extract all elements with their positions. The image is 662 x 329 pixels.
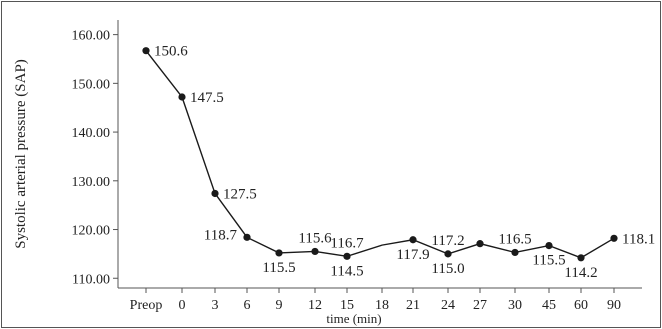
data-point-marker bbox=[511, 248, 519, 257]
data-point-marker bbox=[142, 47, 150, 55]
data-label: 117.2 bbox=[431, 233, 464, 249]
x-tick-label: 21 bbox=[406, 298, 420, 313]
data-point-marker bbox=[275, 249, 283, 257]
x-tick-label: 9 bbox=[276, 298, 283, 313]
x-tick-label: 27 bbox=[473, 298, 487, 313]
data-label: 147.5 bbox=[190, 90, 224, 106]
x-tick-label: 30 bbox=[508, 298, 522, 313]
y-tick-label: 140.00 bbox=[72, 126, 111, 141]
x-tick-label: 0 bbox=[179, 298, 186, 313]
x-tick-label: 90 bbox=[607, 298, 621, 313]
data-point-marker bbox=[243, 233, 251, 241]
data-label: 115.6 bbox=[298, 230, 332, 246]
x-tick-label: 6 bbox=[244, 298, 251, 313]
y-tick-label: 130.00 bbox=[72, 175, 111, 190]
x-tick-label: 15 bbox=[340, 298, 354, 313]
x-tick-label: 3 bbox=[212, 298, 219, 313]
series-line bbox=[145, 50, 615, 259]
data-point-marker bbox=[476, 240, 484, 248]
data-point-marker bbox=[211, 189, 219, 198]
y-tick-label: 160.00 bbox=[72, 29, 111, 44]
data-point-marker bbox=[178, 93, 186, 101]
y-tick-label: 110.00 bbox=[72, 272, 110, 287]
x-axis-label: time (min) bbox=[326, 311, 381, 326]
data-label: 150.6 bbox=[154, 44, 188, 60]
data-label: 114.2 bbox=[564, 265, 597, 281]
data-point-marker bbox=[343, 252, 351, 260]
x-tick-label: 24 bbox=[441, 298, 455, 313]
data-label: 115.0 bbox=[431, 261, 464, 277]
data-label: 117.9 bbox=[396, 247, 429, 263]
data-label: 115.5 bbox=[262, 260, 295, 276]
data-point-marker bbox=[409, 236, 417, 244]
data-point-marker bbox=[610, 234, 618, 242]
x-tick-label: Preop bbox=[130, 298, 163, 313]
data-point-marker bbox=[311, 247, 319, 256]
y-axis-label: Systolic arterial pressure (SAP) bbox=[13, 59, 29, 249]
data-label: 116.7 bbox=[330, 235, 364, 251]
data-label: 115.5 bbox=[532, 253, 565, 269]
data-label: 114.5 bbox=[330, 263, 363, 279]
y-tick-label: 120.00 bbox=[72, 224, 111, 239]
data-label: 116.5 bbox=[498, 231, 531, 247]
x-tick-label: 12 bbox=[308, 298, 322, 313]
data-label: 118.1 bbox=[622, 231, 655, 247]
data-label: 118.7 bbox=[204, 227, 238, 243]
y-tick-label: 150.00 bbox=[72, 77, 111, 92]
data-point-marker bbox=[444, 250, 452, 258]
data-label: 127.5 bbox=[223, 186, 257, 202]
data-point-marker bbox=[577, 254, 585, 262]
x-tick-label: 18 bbox=[375, 298, 389, 313]
data-point-marker bbox=[545, 242, 553, 250]
x-tick-label: 60 bbox=[574, 298, 588, 313]
x-tick-label: 45 bbox=[542, 298, 556, 313]
